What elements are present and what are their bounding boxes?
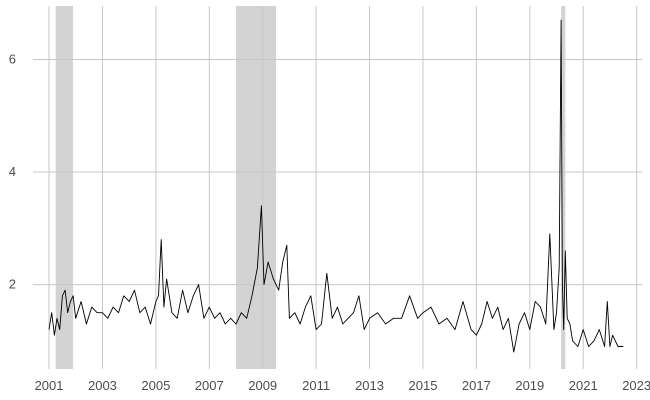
- x-tick-label: 2023: [622, 378, 650, 393]
- x-tick-label: 2021: [569, 378, 598, 393]
- x-tick-label: 2013: [355, 378, 384, 393]
- recession-band-0: [55, 6, 74, 369]
- x-tick-label: 2011: [302, 378, 330, 393]
- x-tick-label: 2009: [248, 378, 277, 393]
- series: [48, 19, 624, 353]
- gridlines: [33, 6, 642, 369]
- x-axis-ticks: 2001 2003 2005 2007 2009 2011 2013 2015 2017 2019…: [35, 378, 650, 393]
- y-tick-label: 4: [9, 164, 16, 179]
- recession-shading: [55, 6, 566, 369]
- recession-band-2: [561, 6, 566, 369]
- series-line-0: [48, 19, 624, 353]
- y-axis-ticks: 2 4 6: [9, 51, 16, 291]
- y-tick-label: 6: [9, 51, 16, 66]
- x-tick-label: 2017: [462, 378, 491, 393]
- y-tick-label: 2: [9, 277, 16, 292]
- x-tick-label: 2015: [409, 378, 438, 393]
- x-tick-label: 2001: [35, 378, 64, 393]
- x-tick-label: 2019: [515, 378, 544, 393]
- recession-band-1: [236, 6, 277, 369]
- x-tick-label: 2003: [88, 378, 117, 393]
- x-tick-label: 2005: [141, 378, 170, 393]
- x-tick-label: 2007: [195, 378, 224, 393]
